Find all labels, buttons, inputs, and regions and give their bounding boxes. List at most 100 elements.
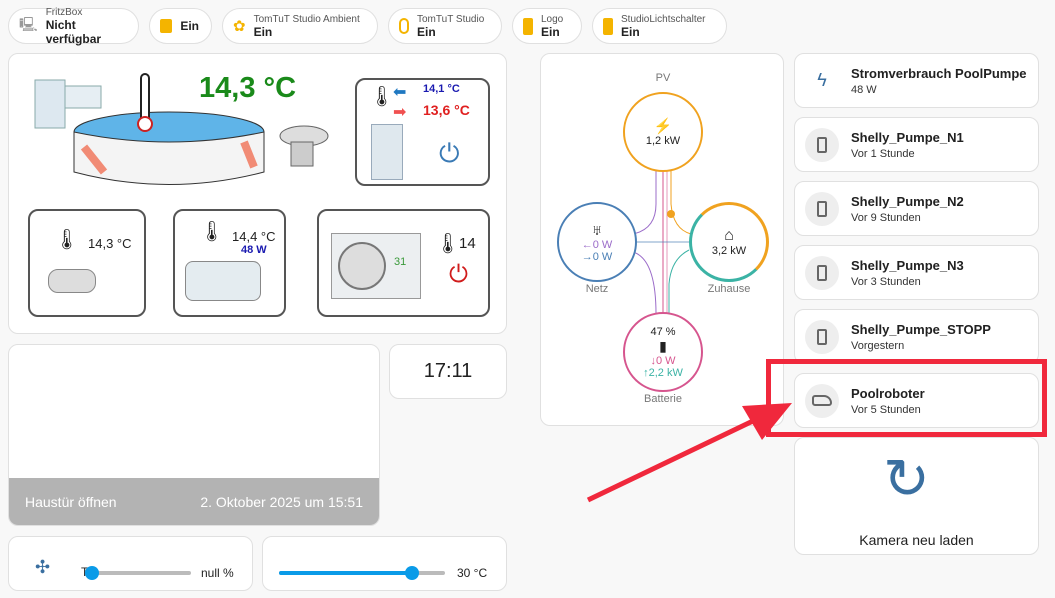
heatpump-box[interactable]: 31 🌡 14 ⏻ <box>317 209 490 317</box>
power-icon[interactable]: ⏻ <box>449 261 468 288</box>
temp-slider-value: 30 °C <box>457 566 488 580</box>
solar-heater-box[interactable]: 🌡 ⬅ 14,1 °C ➡ 13,6 °C ⏻ <box>355 78 490 186</box>
slider-prefix: T <box>81 565 88 579</box>
entity-stromverbrauch-poolpumpe[interactable]: ϟ Stromverbrauch PoolPumpe 48 W <box>794 53 1039 108</box>
network-off-icon: 🖳 <box>19 16 38 32</box>
solar-in-temp: 14,1 °C <box>423 83 460 95</box>
thermometer-icon: 🌡 <box>369 86 395 108</box>
transmission-tower-icon: ♅ <box>591 221 603 239</box>
annotation-highlight-box <box>766 359 1047 437</box>
fan-slider-track[interactable] <box>91 571 191 575</box>
gear-light-icon: ✿ <box>233 18 246 35</box>
fan-icon[interactable]: ✣ <box>35 557 51 577</box>
entity-name: Poolroboter <box>851 385 925 401</box>
solar-panel-image <box>371 124 403 180</box>
lamp-icon <box>399 18 409 34</box>
battery-icon: ▮ <box>659 337 667 354</box>
home-label: Zuhause <box>707 283 751 295</box>
clock-time: 17:11 <box>423 360 473 382</box>
camera-timestamp: 2. Oktober 2025 um 15:51 <box>200 493 363 510</box>
grid-import: ←0 W <box>581 238 613 251</box>
entity-shelly-pumpe-n3[interactable]: Shelly_Pumpe_N3 Vor 3 Stunden <box>794 245 1039 300</box>
inlet-image <box>48 269 96 293</box>
chip-studio-ambient[interactable]: ✿ TomTuT Studio Ambient Ein <box>222 8 378 44</box>
temp-slider-card: 30 °C <box>262 536 507 591</box>
thermometer-icon: 🌡 <box>54 229 80 251</box>
grid-label: Netz <box>585 283 609 295</box>
reload-label: Kamera neu laden <box>859 532 974 548</box>
entity-shelly-pumpe-n1[interactable]: Shelly_Pumpe_N1 Vor 1 Stunde <box>794 117 1039 172</box>
energy-flow-lines <box>632 164 692 315</box>
skimmer-temp: 14,3 °C <box>88 236 132 251</box>
grid-export: →0 W <box>581 250 613 263</box>
pool-card: 14,3 °C 🌡 ⬅ 14,1 °C ➡ 13,6 °C ⏻ 🌡 14,3 °… <box>8 53 507 334</box>
reload-icon: ↻ <box>883 447 930 510</box>
grid-export-value: 0 W <box>592 250 613 263</box>
chip-fritzbox[interactable]: 🖳 FritzBox Nicht verfügbar <box>8 7 139 46</box>
entity-name: Shelly_Pumpe_N2 <box>851 193 964 209</box>
temp-slider-handle[interactable] <box>404 566 419 580</box>
solar-power-icon: ⚡ <box>653 118 673 135</box>
entity-state: Vor 5 Stunden <box>851 403 921 416</box>
chip-dog[interactable]: Ein <box>149 8 212 44</box>
pump-image <box>185 261 261 301</box>
entity-name: Shelly_Pumpe_STOPP <box>851 321 991 337</box>
camera-card[interactable]: Haustür öffnen 2. Oktober 2025 um 15:51 <box>8 344 380 526</box>
heatpump-temp: 14 <box>459 235 476 252</box>
switch-icon <box>603 17 613 35</box>
pv-value: 1,2 kW <box>645 135 681 147</box>
pool-illustration <box>34 73 329 185</box>
device-icon <box>805 127 839 162</box>
energy-flow-card: PV ⚡ 1,2 kW ♅ ←0 W →0 W Netz ⌂ 3,2 kW Zuha… <box>540 53 784 426</box>
entity-state: Vorgestern <box>851 339 905 352</box>
pv-node[interactable]: ⚡ 1,2 kW <box>623 92 703 172</box>
entity-shelly-pumpe-n2[interactable]: Shelly_Pumpe_N2 Vor 9 Stunden <box>794 181 1039 236</box>
entity-shelly-pumpe-stopp[interactable]: Shelly_Pumpe_STOPP Vorgestern <box>794 309 1039 364</box>
home-node[interactable]: ⌂ 3,2 kW <box>689 202 769 282</box>
fan-slider-value: null % <box>201 566 234 580</box>
power-icon[interactable]: ⏻ <box>439 138 460 168</box>
reload-camera-button[interactable]: ↻ Kamera neu laden <box>794 437 1039 555</box>
chip-studio[interactable]: TomTuT Studio Ein <box>388 8 502 44</box>
battery-soc: 47 % <box>650 325 676 338</box>
battery-discharge: ↑2,2 kW <box>643 366 683 379</box>
chip-logo[interactable]: Logo Ein <box>512 8 582 44</box>
dog-icon <box>160 19 173 33</box>
fan-icon <box>338 242 386 290</box>
entity-poolroboter[interactable]: Poolroboter Vor 5 Stunden <box>794 373 1039 428</box>
device-icon <box>805 191 839 226</box>
device-icon <box>805 319 839 354</box>
grid-import-value: 0 W <box>592 238 613 251</box>
camera-footer: Haustür öffnen 2. Oktober 2025 um 15:51 <box>9 478 379 525</box>
device-icon <box>805 255 839 290</box>
skimmer-box[interactable]: 🌡 14,3 °C <box>28 209 146 317</box>
battery-in-value: 0 W <box>655 354 676 367</box>
flash-icon: ϟ <box>817 70 827 90</box>
entity-state: 48 W <box>851 83 877 96</box>
grid-node[interactable]: ♅ ←0 W →0 W <box>557 202 637 282</box>
entity-name: Stromverbrauch PoolPumpe <box>851 65 1027 81</box>
battery-out-value: 2,2 kW <box>648 366 683 379</box>
battery-charge: ↓0 W <box>650 354 676 367</box>
robot-vacuum-icon <box>805 383 839 418</box>
arrow-right-icon: ➡ <box>393 104 407 121</box>
switch-icon <box>523 17 533 35</box>
battery-label: Batterie <box>644 393 682 405</box>
chip-studiolichtschalter[interactable]: StudioLichtschalter Ein <box>592 8 727 44</box>
fan-slider-handle[interactable] <box>85 566 99 580</box>
pump-box[interactable]: 🌡 14,4 °C 48 W <box>173 209 286 317</box>
home-icon: ⌂ <box>724 227 734 244</box>
heatpump-image: 31 <box>331 233 421 299</box>
pump-temp: 14,4 °C <box>232 229 276 244</box>
home-value: 3,2 kW <box>711 245 747 257</box>
entity-state: Vor 9 Stunden <box>851 211 921 224</box>
clock-card: 17:11 <box>389 344 507 399</box>
heatpump-display: 31 <box>394 256 407 268</box>
solar-out-temp: 13,6 °C <box>423 102 470 118</box>
thermometer-icon: 🌡 <box>199 221 225 243</box>
pool-water-temperature: 14,3 °C <box>199 72 297 104</box>
battery-node[interactable]: 47 % ▮ ↓0 W ↑2,2 kW <box>623 312 703 392</box>
fan-slider-card: ✣ T null % <box>8 536 253 591</box>
entity-name: Shelly_Pumpe_N1 <box>851 129 964 145</box>
pump-power: 48 W <box>241 244 267 256</box>
